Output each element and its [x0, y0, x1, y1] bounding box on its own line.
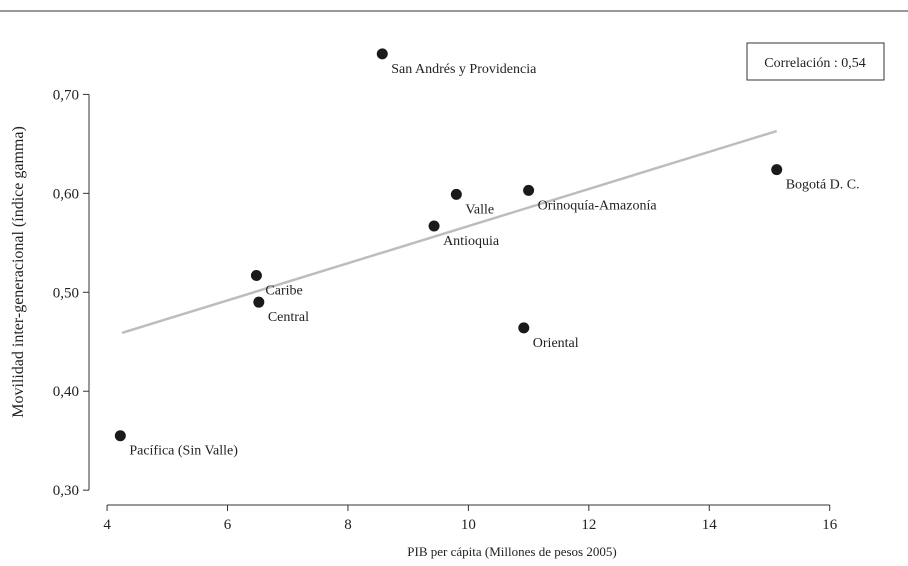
x-tick-label: 16: [822, 517, 838, 533]
data-point: [428, 220, 440, 232]
point-label: Oriental: [533, 336, 579, 351]
x-tick-label: 10: [461, 517, 476, 533]
correlation-annotation: Correlación : 0,54: [764, 56, 865, 71]
data-point: [450, 188, 462, 200]
point-label: Pacífica (Sin Valle): [129, 444, 238, 459]
data-point: [376, 48, 388, 60]
x-tick-label: 8: [344, 517, 352, 533]
data-point: [250, 269, 262, 281]
y-axis-title: Movilidad inter-generacional (índice gam…: [10, 126, 27, 418]
x-axis-title: PIB per cápita (Millones de pesos 2005): [407, 544, 616, 559]
point-label: San Andrés y Providencia: [391, 62, 537, 77]
axes: 0,30 0,40 0,50 0,60 0,70 4 6 8 10 12 14 16: [53, 87, 838, 533]
point-label: Antioquia: [443, 234, 500, 249]
y-tick-label: 0,50: [53, 285, 79, 301]
y-tick-label: 0,70: [53, 87, 79, 103]
point-label: Caribe: [265, 283, 302, 298]
trendline-group: [121, 129, 778, 335]
data-point: [114, 430, 126, 442]
y-tick-label: 0,40: [53, 384, 79, 400]
y-tick-label: 0,30: [53, 483, 79, 499]
data-point: [253, 296, 265, 308]
point-label: Central: [268, 310, 309, 325]
x-tick-label: 4: [103, 517, 111, 533]
data-point: [523, 184, 535, 196]
points-group: San Andrés y Providencia Bogotá D. C. Orin…: [114, 48, 860, 459]
trendline: [121, 129, 778, 335]
data-point: [518, 322, 530, 334]
x-tick-label: 14: [702, 517, 718, 533]
x-tick-label: 12: [581, 517, 596, 533]
correlation-box: [746, 42, 885, 81]
data-point: [771, 164, 783, 176]
x-tick-label: 6: [224, 517, 232, 533]
point-label: Valle: [465, 202, 494, 217]
y-tick-label: 0,60: [53, 186, 79, 202]
point-label: Orinoquía-Amazonía: [538, 198, 658, 213]
point-label: Bogotá D. C.: [786, 178, 860, 193]
